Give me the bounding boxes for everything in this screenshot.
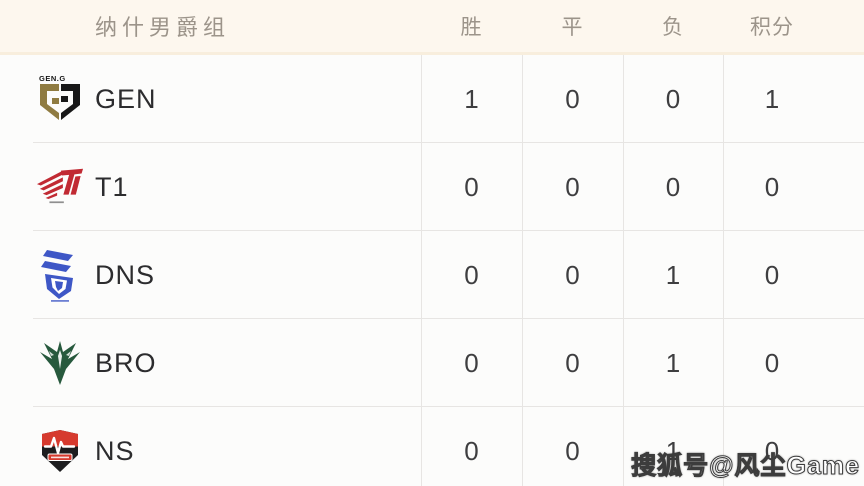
cell-losses: 1 [665, 347, 681, 378]
brion-logo-icon [36, 335, 84, 391]
team-name: T1 [95, 171, 129, 202]
table-header: 纳什男爵组 胜 平 负 积分 [0, 0, 864, 55]
column-divider [623, 55, 624, 486]
cell-losses: 0 [665, 171, 681, 202]
t1-logo-icon [36, 159, 84, 215]
cell-draws: 0 [565, 435, 580, 466]
cell-wins: 0 [464, 435, 479, 466]
cell-wins: 0 [464, 347, 479, 378]
column-header-wins: 胜 [460, 16, 483, 39]
geng-wordmark: GEN.G [39, 74, 66, 83]
cell-draws: 0 [565, 171, 580, 202]
nongshim-redforce-logo-icon [36, 423, 84, 479]
table-row: GEN.G GEN 1 0 0 1 [0, 55, 864, 143]
column-header-points: 积分 [750, 16, 794, 39]
column-header-draws: 平 [561, 16, 584, 39]
table-row: NS 0 0 1 0 [0, 407, 864, 486]
table-row: T1 0 0 0 0 [0, 143, 864, 231]
cell-draws: 0 [565, 83, 580, 114]
column-divider [421, 55, 422, 486]
cell-draws: 0 [565, 347, 580, 378]
column-header-losses: 负 [662, 16, 684, 39]
team-cell: GEN.G GEN [0, 71, 421, 127]
column-divider [723, 55, 724, 486]
cell-wins: 0 [464, 171, 479, 202]
geng-logo-icon: GEN.G [36, 71, 84, 127]
cell-points: 1 [764, 83, 780, 114]
cell-points: 0 [764, 171, 780, 202]
cell-draws: 0 [565, 259, 580, 290]
column-divider [522, 55, 523, 486]
dn-seoul-logo-icon [36, 247, 84, 303]
table-row: BRO 0 0 1 0 [0, 319, 864, 407]
cell-losses: 0 [665, 83, 681, 114]
team-cell: BRO [0, 335, 421, 391]
cell-losses: 1 [665, 259, 681, 290]
team-cell: NS [0, 423, 421, 479]
table-row: DNS 0 0 1 0 [0, 231, 864, 319]
team-name: GEN [95, 83, 157, 114]
team-cell: T1 [0, 159, 421, 215]
cell-points: 0 [764, 347, 780, 378]
cell-points: 0 [764, 259, 780, 290]
team-name: NS [95, 435, 135, 466]
group-title: 纳什男爵组 [95, 15, 231, 40]
team-cell: DNS [0, 247, 421, 303]
cell-losses: 1 [665, 435, 681, 466]
cell-wins: 1 [464, 83, 479, 114]
sohu-watermark: 搜狐号@风尘Game [631, 452, 860, 481]
cell-points: 0 [764, 435, 780, 466]
team-name: DNS [95, 259, 156, 290]
cell-wins: 0 [464, 259, 479, 290]
team-name: BRO [95, 347, 157, 378]
